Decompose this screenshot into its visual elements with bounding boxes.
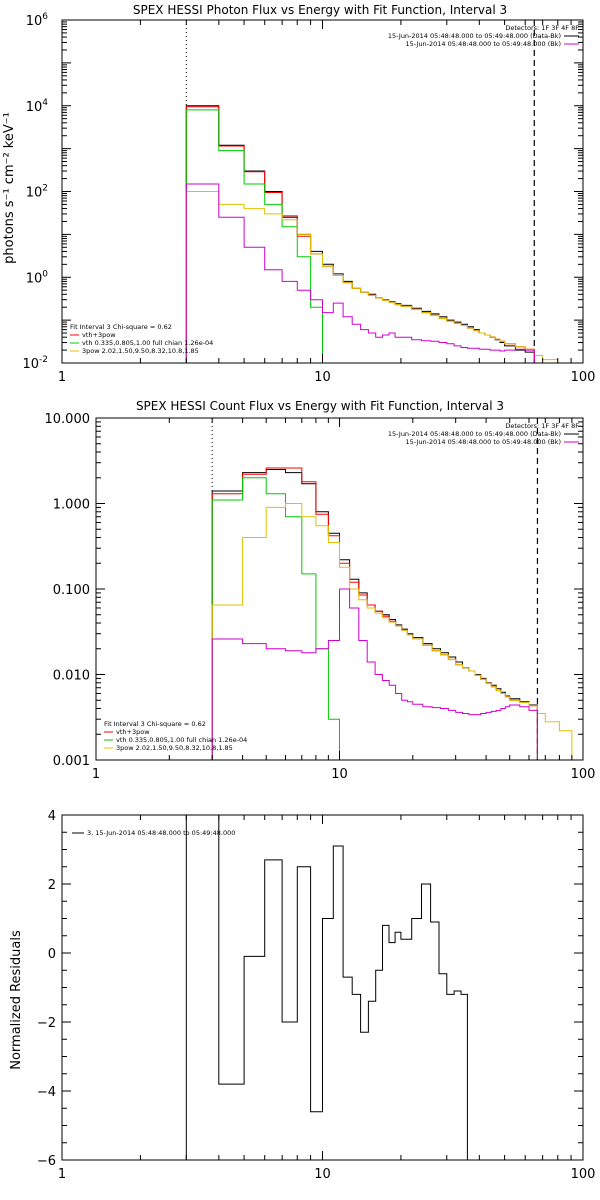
photon-flux-chart: SPEX HESSI Photon Flux vs Energy with Fi… [2,3,595,385]
x-tick-label: 1 [92,767,100,782]
y-tick-base: 10 [26,100,43,115]
x-tick-label: 100 [571,1167,596,1182]
fit-legend-entry: vth+3pow [116,728,150,736]
y-tick-label: 0.100 [53,583,90,598]
y-tick-label: 2 [48,878,56,893]
y-tick-exponent: 2 [42,184,48,194]
y-tick-label: −4 [37,1085,56,1100]
series-line [185,815,468,1160]
legend-header: Detectors: 1F 3F 4F 8F [505,24,579,32]
series-line [185,183,535,363]
y-tick-label: 0.001 [53,754,90,769]
y-tick-exponent: -2 [39,355,48,365]
legend-entry: 15-Jun-2014 05:48:48.000 to 05:49:48.000… [388,32,561,40]
series-line [211,503,573,760]
count-flux-chart: SPEX HESSI Count Flux vs Energy with Fit… [45,399,596,782]
y-axis-label: Normalized Residuals [9,930,24,1070]
y-tick-label: 4 [48,809,56,824]
x-tick-label: 1 [58,1167,66,1182]
series-line [211,477,340,760]
y-tick-label: 10.000 [45,412,91,427]
y-tick-base: 10 [26,271,43,286]
fit-legend-header: Fit Interval 3 Chi-square = 0.62 [70,323,172,331]
y-tick-exponent: 0 [42,269,48,279]
y-tick-label: 0 [48,947,56,962]
chart-title: SPEX HESSI Count Flux vs Energy with Fit… [136,399,504,413]
legend-entry: 3, 15-Jun-2014 05:48:48.000 to 05:49:48.… [87,829,235,837]
chart-title: SPEX HESSI Photon Flux vs Energy with Fi… [133,3,507,17]
y-tick-base: 10 [26,186,43,201]
y-tick-label: −2 [37,1016,56,1031]
legend-entry: 15-Jun-2014 05:48:48.000 to 05:49:48.000… [406,438,561,446]
fit-legend-entry: vth 0.335,0.805,1.00 full chian 1.26e-04 [82,339,213,347]
y-tick-label: 10-2 [22,355,48,372]
x-tick-label: 100 [571,370,596,385]
fit-legend-entry: vth+3pow [82,331,116,339]
series-line [185,109,334,363]
residuals-chart: Normalized Residuals 1 10 100 −6 −4 −2 0 2 4 3, … [9,809,595,1182]
series-line [211,588,538,760]
y-tick-label: 0.010 [53,669,90,684]
y-axis-label: photons s⁻¹ cm⁻² keV⁻¹ [2,112,17,264]
y-tick-label: 100 [26,269,49,286]
y-tick-label: 104 [26,98,49,115]
y-tick-label: 1.000 [53,498,90,513]
fit-legend-entry: vth 0.335,0.805,1.00 full chian 1.26e-04 [116,736,247,744]
y-tick-label: −6 [37,1154,56,1169]
y-tick-exponent: 4 [42,98,48,108]
legend-entry: 15-Jun-2014 05:48:48.000 to 05:49:48.000… [388,430,561,438]
x-tick-label: 1 [58,370,66,385]
y-tick-label: 102 [26,184,48,201]
x-tick-label: 10 [314,370,331,385]
y-tick-base: 10 [26,14,43,29]
y-tick-exponent: 6 [42,12,48,22]
series-line [185,191,572,363]
x-tick-label: 10 [331,767,348,782]
fit-legend-header: Fit Interval 3 Chi-square = 0.62 [104,720,206,728]
x-tick-label: 100 [571,767,596,782]
x-tick-label: 10 [314,1167,331,1182]
legend-header: Detectors: 1F 3F 4F 8F [505,422,579,430]
series-line [211,469,538,760]
y-tick-label: 106 [26,12,49,29]
fit-legend-entry: 3pow 2.02,1.50,9.50,8.32,10.8,1.85 [82,347,199,355]
series-line [211,467,538,760]
legend-entry: 15-Jun-2014 05:48:48.000 to 05:49:48.000… [406,40,561,48]
fit-legend-entry: 3pow 2.02,1.50,9.50,8.32,10.8,1.85 [116,744,233,752]
y-tick-base: 10 [22,357,39,372]
